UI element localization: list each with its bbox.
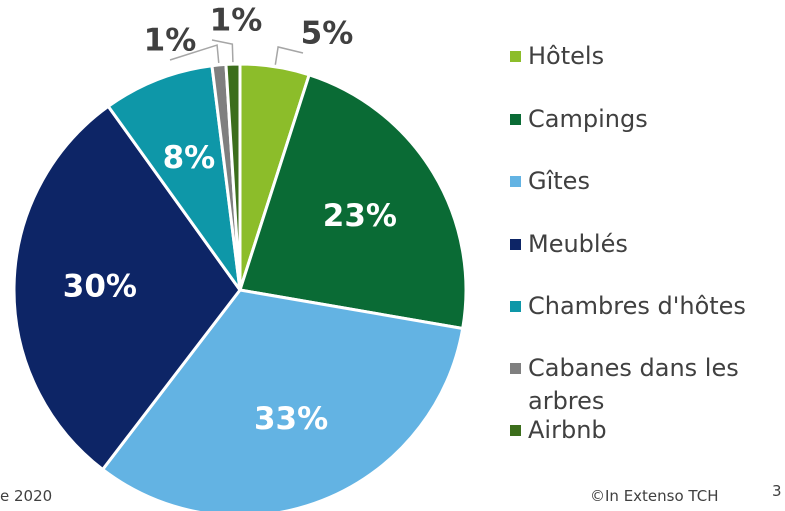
pie-slice xyxy=(106,64,242,291)
legend-item: Chambres d'hôtes xyxy=(510,290,775,323)
data-label: 5% xyxy=(301,16,354,52)
legend-item: Campings xyxy=(510,103,775,136)
data-label: 33% xyxy=(254,401,328,437)
data-label: 23% xyxy=(323,198,397,234)
legend-label: Campings xyxy=(528,105,648,133)
legend-item: Hôtels xyxy=(510,40,775,73)
legend-swatch xyxy=(510,363,521,374)
legend-label: Airbnb xyxy=(528,416,607,444)
page-number: 3 xyxy=(772,482,782,500)
legend-swatch xyxy=(510,239,521,250)
legend-label: Chambres d'hôtes xyxy=(528,292,746,320)
legend-item: Meublés xyxy=(510,228,775,261)
pie-slice xyxy=(12,104,242,472)
legend-item: Cabanes dans les arbres xyxy=(510,352,775,418)
data-label: 1% xyxy=(144,23,197,59)
legend-swatch xyxy=(510,425,521,436)
legend-label: Meublés xyxy=(528,230,628,258)
data-label: 30% xyxy=(63,268,137,304)
legend-label: Hôtels xyxy=(528,42,605,70)
legend-swatch xyxy=(510,301,521,312)
pie-slice xyxy=(100,288,465,511)
leader-line xyxy=(211,39,234,63)
legend-swatch xyxy=(510,114,521,125)
leader-line xyxy=(169,44,220,64)
legend-swatch xyxy=(510,176,521,187)
legend-label: Cabanes dans les arbres xyxy=(528,354,739,415)
footer-source: ©In Extenso TCH xyxy=(590,487,719,505)
data-label: 1% xyxy=(210,3,263,39)
footer-date: e 2020 xyxy=(0,487,53,505)
data-label: 8% xyxy=(163,140,216,176)
pie-slice xyxy=(238,72,468,331)
legend-item: Gîtes xyxy=(510,165,775,198)
legend-swatch xyxy=(510,51,521,62)
leader-line xyxy=(274,46,304,65)
legend-label: Gîtes xyxy=(528,167,590,195)
pie-slice xyxy=(224,62,242,291)
legend-item: Airbnb xyxy=(510,414,775,447)
